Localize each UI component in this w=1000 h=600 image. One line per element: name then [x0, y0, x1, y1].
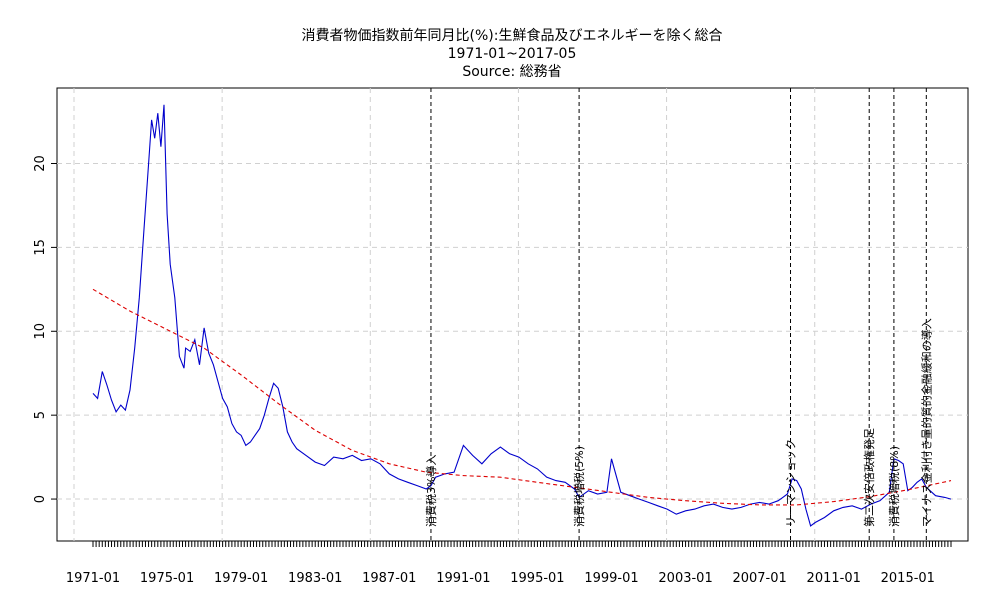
- x-tick-label: 2003-01: [658, 571, 712, 586]
- x-tick-label: 2007-01: [732, 571, 786, 586]
- event-label: 消費税増税(8%): [887, 446, 901, 527]
- x-tick-label: 1991-01: [436, 571, 490, 586]
- x-tick-label: 1995-01: [510, 571, 564, 586]
- event-label: 消費税増税(5%): [572, 446, 586, 527]
- chart-title-line-3: Source: 総務省: [462, 64, 561, 80]
- event-label: マイナス金利付き量的質的金融緩和の導入: [919, 318, 933, 527]
- x-tick-label: 2011-01: [807, 571, 861, 586]
- x-tick-label: 2015-01: [881, 571, 935, 586]
- y-tick-label: 10: [33, 323, 48, 340]
- chart-title-line-1: 消費者物価指数前年同月比(%):生鮮食品及びエネルギーを除く総合: [302, 27, 723, 44]
- y-tick-label: 15: [33, 239, 48, 256]
- y-tick-label: 0: [33, 495, 48, 503]
- x-tick-label: 1971-01: [66, 571, 120, 586]
- plot-frame: [56, 87, 969, 542]
- trend-line: [92, 288, 952, 506]
- event-label: 消費税3%導入: [424, 455, 438, 527]
- x-tick-label: 1983-01: [288, 571, 342, 586]
- event-label: 第二次安倍政権発足: [862, 428, 876, 527]
- chart-title-line-2: 1971-01~2017-05: [448, 46, 577, 62]
- x-tick-label: 1979-01: [214, 571, 268, 586]
- plot-area: 0 5 10 15 20 1971-01 1975-01 1979-01 1983-01 1987…: [33, 87, 969, 586]
- x-tick-label: 1999-01: [584, 571, 638, 586]
- x-tick-label: 1987-01: [362, 571, 416, 586]
- y-tick-label: 20: [33, 155, 48, 172]
- event-label: リーマンショック: [785, 439, 798, 527]
- x-tick-label: 1975-01: [140, 571, 194, 586]
- y-tick-label: 5: [33, 411, 48, 419]
